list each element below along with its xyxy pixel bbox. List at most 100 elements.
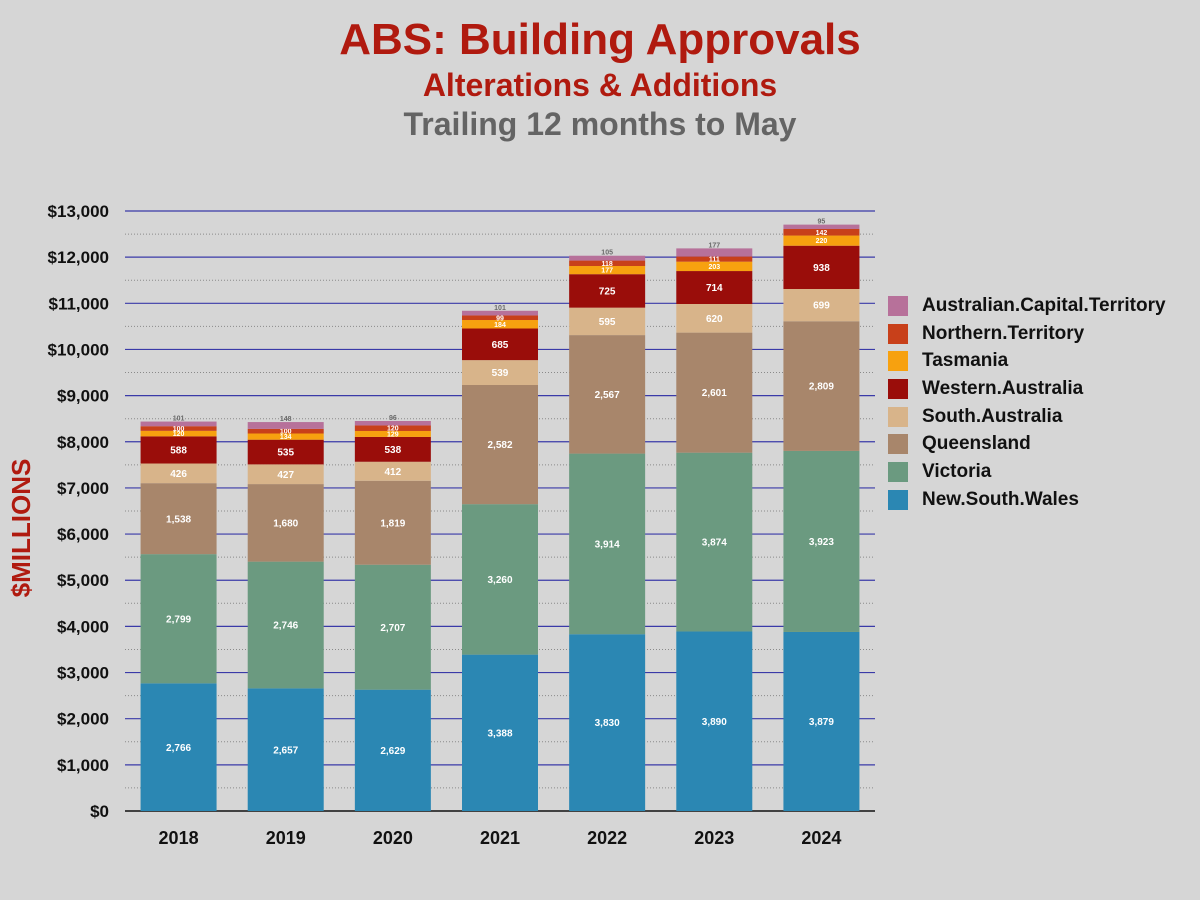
bar-segment [247, 439, 324, 465]
data-label: 3,260 [487, 575, 512, 586]
bar-segment [462, 504, 538, 655]
bar-segment [569, 266, 646, 275]
data-label: 588 [170, 446, 187, 457]
y-tick-label: $6,000 [57, 525, 109, 544]
bar-segment [783, 321, 860, 451]
bar-segment [247, 433, 324, 440]
x-tick-label: 2024 [801, 828, 841, 848]
bar-segment [354, 421, 431, 426]
bar-segment [247, 428, 324, 434]
legend-swatch [888, 378, 908, 399]
legend-item: Victoria [888, 458, 1166, 486]
bar-segment [354, 480, 431, 565]
bar-segment [462, 328, 538, 361]
bar-segment [569, 260, 646, 267]
bar-segment [462, 320, 538, 329]
bar-segment [783, 450, 860, 632]
bar-segment [783, 631, 860, 811]
bar-segment [140, 436, 217, 464]
legend-swatch [888, 461, 908, 482]
bar-segment [569, 634, 646, 811]
data-label: 427 [277, 470, 294, 481]
y-tick-label: $0 [90, 802, 109, 821]
data-label: 184 [494, 322, 506, 329]
bar-segment [140, 463, 217, 484]
data-label: 938 [813, 263, 830, 274]
bar-segment [354, 436, 431, 462]
data-label: 714 [706, 283, 723, 294]
x-tick-label: 2018 [159, 828, 199, 848]
data-label: 2,766 [166, 743, 191, 754]
bar-segment [354, 430, 431, 437]
bar-segment [676, 248, 753, 257]
data-label: 120 [173, 431, 185, 438]
bar-segment [140, 430, 217, 437]
data-label: 2,707 [380, 623, 405, 634]
chart-subtitle: Alterations & Additions [422, 67, 778, 103]
bar-segment [462, 654, 538, 811]
data-label: 2,567 [595, 390, 620, 401]
legend-label: Queensland [922, 433, 1031, 455]
chart-subtitle-period: Trailing 12 months to May [403, 106, 797, 142]
legend-item: South.Australia [888, 403, 1166, 431]
data-label: 620 [706, 314, 723, 325]
y-tick-label: $7,000 [57, 479, 109, 498]
bar-segment [676, 332, 753, 453]
legend-item: Queensland [888, 430, 1166, 458]
data-label: 129 [387, 431, 399, 438]
data-label: 685 [492, 340, 509, 351]
y-tick-label: $11,000 [48, 294, 109, 313]
data-label: 699 [813, 301, 830, 312]
bar-segment [462, 315, 538, 321]
y-tick-label: $2,000 [57, 710, 109, 729]
data-label: 100 [280, 429, 292, 436]
bar-segment [676, 631, 753, 811]
bar-segment [247, 688, 324, 811]
legend-label: Northern.Territory [922, 322, 1085, 344]
bar-segment [140, 554, 217, 684]
data-label: 120 [387, 426, 399, 433]
x-tick-label: 2023 [694, 828, 734, 848]
data-label: 725 [599, 287, 616, 298]
bar-segment [140, 483, 217, 555]
data-label: 535 [277, 448, 294, 459]
bar-segment [354, 564, 431, 690]
bar-segment [140, 426, 217, 431]
legend-item: Northern.Territory [888, 320, 1166, 348]
data-label: 134 [280, 434, 292, 441]
legend-swatch [888, 295, 908, 316]
data-label: 148 [280, 416, 292, 423]
legend-swatch [888, 489, 908, 510]
bar-segment [569, 255, 646, 261]
bar-segment [569, 335, 646, 454]
y-axis-label: $MILLIONS [6, 458, 36, 598]
data-label: 426 [170, 469, 187, 480]
data-label: 3,388 [487, 728, 512, 739]
bar-segment [462, 360, 538, 385]
data-label: 2,601 [702, 388, 727, 399]
data-label: 538 [385, 445, 402, 456]
x-tick-label: 2021 [480, 828, 520, 848]
y-tick-label: $13,000 [48, 202, 109, 221]
data-label: 1,680 [273, 518, 298, 529]
data-label: 142 [816, 230, 828, 237]
data-label: 2,629 [380, 746, 405, 757]
data-label: 118 [601, 261, 612, 268]
legend-label: Australian.Capital.Territory [922, 294, 1166, 316]
data-label: 1,819 [380, 518, 405, 529]
bar-segment [140, 421, 217, 427]
y-tick-label: $8,000 [57, 433, 109, 452]
data-label: 101 [494, 305, 506, 312]
data-label: 111 [709, 257, 720, 264]
bar-segment [676, 256, 753, 262]
bar-segment [783, 245, 860, 289]
data-label: 99 [496, 315, 504, 322]
bar-segment [247, 464, 324, 485]
bar-segment [140, 683, 217, 811]
legend-label: Western.Australia [922, 377, 1084, 399]
data-label: 2,657 [273, 745, 298, 756]
legend-item: Australian.Capital.Territory [888, 292, 1166, 320]
x-tick-label: 2019 [266, 828, 306, 848]
legend-item: New.South.Wales [888, 486, 1166, 514]
